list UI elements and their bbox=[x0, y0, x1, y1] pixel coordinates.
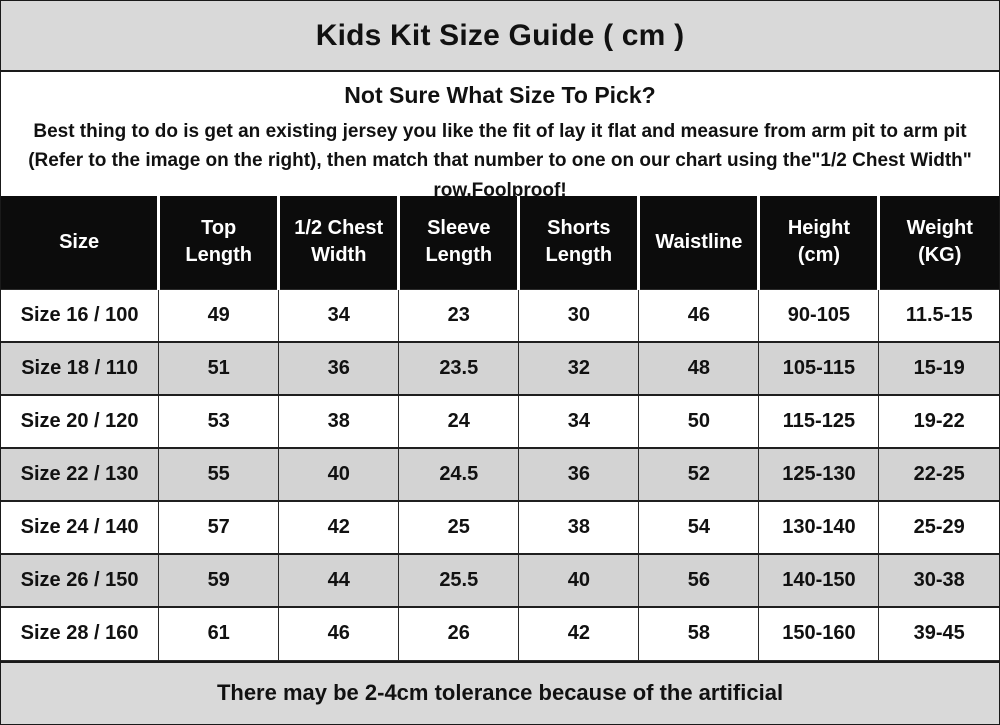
table-cell: 30 bbox=[518, 288, 640, 343]
table-cell: 50 bbox=[638, 394, 760, 449]
table-cell: 59 bbox=[158, 553, 280, 608]
table-cell: 150-160 bbox=[758, 606, 880, 661]
size-table: Size Top Length 1/2 Chest Width Sleeve L… bbox=[1, 196, 999, 661]
table-cell: 42 bbox=[278, 500, 400, 555]
table-row: Size 24 / 140 57 42 25 38 54 130-140 25-… bbox=[1, 500, 999, 555]
table-cell: 24 bbox=[398, 394, 520, 449]
table-cell: 115-125 bbox=[758, 394, 880, 449]
table-row: Size 22 / 130 55 40 24.5 36 52 125-130 2… bbox=[1, 447, 999, 502]
table-cell: 105-115 bbox=[758, 341, 880, 396]
table-cell: 34 bbox=[518, 394, 640, 449]
table-cell: 51 bbox=[158, 341, 280, 396]
intro-heading: Not Sure What Size To Pick? bbox=[344, 82, 656, 108]
footer-note-text: There may be 2-4cm tolerance because of … bbox=[216, 680, 784, 706]
table-cell: 52 bbox=[638, 447, 760, 502]
table-cell: 30-38 bbox=[878, 553, 999, 608]
table-row: Size 20 / 120 53 38 24 34 50 115-125 19-… bbox=[1, 394, 999, 449]
table-cell: 40 bbox=[278, 447, 400, 502]
intro-section: Not Sure What Size To Pick? Best thing t… bbox=[1, 72, 999, 201]
table-cell: 22-25 bbox=[878, 447, 999, 502]
size-label-cell: Size 20 / 120 bbox=[1, 394, 160, 449]
col-header-half-chest-width: 1/2 Chest Width bbox=[277, 196, 399, 289]
table-cell: 15-19 bbox=[878, 341, 999, 396]
page-title: Kids Kit Size Guide ( cm ) bbox=[315, 18, 685, 52]
table-cell: 24.5 bbox=[398, 447, 520, 502]
size-label-cell: Size 24 / 140 bbox=[1, 500, 160, 555]
col-header-sleeve-length: Sleeve Length bbox=[397, 196, 519, 289]
table-row: Size 18 / 110 51 36 23.5 32 48 105-115 1… bbox=[1, 341, 999, 396]
col-header-size: Size bbox=[1, 196, 159, 289]
table-cell: 90-105 bbox=[758, 288, 880, 343]
table-cell: 58 bbox=[638, 606, 760, 661]
table-header-row: Size Top Length 1/2 Chest Width Sleeve L… bbox=[1, 196, 999, 289]
table-row: Size 26 / 150 59 44 25.5 40 56 140-150 3… bbox=[1, 553, 999, 608]
col-header-height-cm: Height (cm) bbox=[757, 196, 879, 289]
table-cell: 25.5 bbox=[398, 553, 520, 608]
table-cell: 49 bbox=[158, 288, 280, 343]
table-cell: 32 bbox=[518, 341, 640, 396]
size-label-cell: Size 16 / 100 bbox=[1, 288, 160, 343]
size-label-cell: Size 28 / 160 bbox=[1, 606, 160, 661]
size-label-cell: Size 18 / 110 bbox=[1, 341, 160, 396]
table-cell: 25 bbox=[398, 500, 520, 555]
col-header-top-length: Top Length bbox=[157, 196, 279, 289]
table-cell: 11.5-15 bbox=[878, 288, 999, 343]
table-cell: 61 bbox=[158, 606, 280, 661]
table-cell: 46 bbox=[638, 288, 760, 343]
table-cell: 38 bbox=[518, 500, 640, 555]
table-cell: 53 bbox=[158, 394, 280, 449]
table-cell: 42 bbox=[518, 606, 640, 661]
col-header-weight-kg: Weight (KG) bbox=[877, 196, 999, 289]
table-cell: 23.5 bbox=[398, 341, 520, 396]
table-cell: 48 bbox=[638, 341, 760, 396]
table-cell: 44 bbox=[278, 553, 400, 608]
table-cell: 26 bbox=[398, 606, 520, 661]
table-cell: 36 bbox=[518, 447, 640, 502]
col-header-waistline: Waistline bbox=[637, 196, 759, 289]
table-cell: 130-140 bbox=[758, 500, 880, 555]
table-cell: 55 bbox=[158, 447, 280, 502]
size-label-cell: Size 26 / 150 bbox=[1, 553, 160, 608]
table-cell: 19-22 bbox=[878, 394, 999, 449]
table-row: Size 28 / 160 61 46 26 42 58 150-160 39-… bbox=[1, 606, 999, 661]
table-cell: 56 bbox=[638, 553, 760, 608]
title-bar: Kids Kit Size Guide ( cm ) bbox=[1, 1, 999, 72]
table-cell: 36 bbox=[278, 341, 400, 396]
table-cell: 25-29 bbox=[878, 500, 999, 555]
table-cell: 40 bbox=[518, 553, 640, 608]
table-cell: 46 bbox=[278, 606, 400, 661]
table-cell: 23 bbox=[398, 288, 520, 343]
footer-note-bar: There may be 2-4cm tolerance because of … bbox=[1, 660, 999, 724]
intro-body-text: Best thing to do is get an existing jers… bbox=[28, 121, 972, 201]
size-label-cell: Size 22 / 130 bbox=[1, 447, 160, 502]
table-cell: 34 bbox=[278, 288, 400, 343]
table-cell: 125-130 bbox=[758, 447, 880, 502]
table-cell: 140-150 bbox=[758, 553, 880, 608]
table-cell: 57 bbox=[158, 500, 280, 555]
table-cell: 38 bbox=[278, 394, 400, 449]
col-header-shorts-length: Shorts Length bbox=[517, 196, 639, 289]
table-cell: 54 bbox=[638, 500, 760, 555]
table-cell: 39-45 bbox=[878, 606, 999, 661]
table-row: Size 16 / 100 49 34 23 30 46 90-105 11.5… bbox=[1, 288, 999, 343]
